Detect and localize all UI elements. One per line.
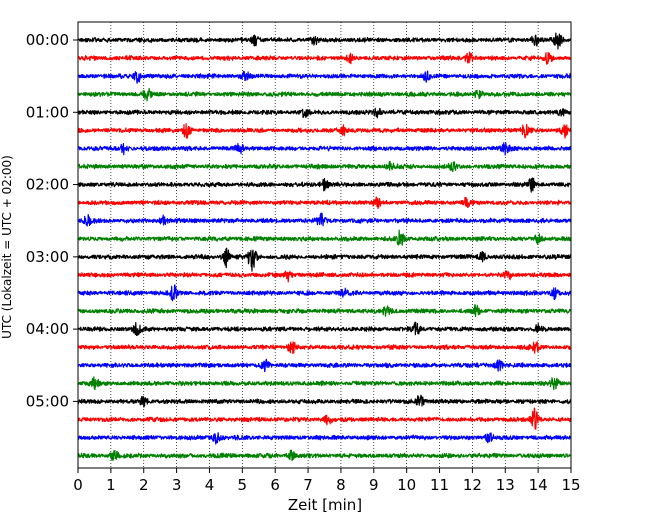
trace-0115 xyxy=(77,123,572,139)
trace-0300 xyxy=(77,247,572,272)
trace-0015 xyxy=(77,51,572,65)
x-tick-label: 10 xyxy=(397,476,416,494)
trace-0030 xyxy=(77,70,572,84)
trace-0515 xyxy=(77,407,572,430)
trace-0445 xyxy=(77,376,572,391)
x-tick-label: 8 xyxy=(336,476,346,494)
x-tick-label: 9 xyxy=(369,476,379,494)
trace-0330 xyxy=(77,284,572,302)
x-axis-label: Zeit [min] xyxy=(288,496,362,514)
x-tick-label: 0 xyxy=(73,476,83,494)
y-tick-label: 03:00 xyxy=(26,248,69,266)
x-tick-label: 5 xyxy=(238,476,248,494)
trace-0145 xyxy=(77,160,572,173)
y-tick-label: 01:00 xyxy=(26,103,69,121)
trace-0215 xyxy=(77,196,572,210)
axes-frame xyxy=(77,21,572,469)
trace-group xyxy=(77,32,572,462)
y-axis-ticks: 00:00 01:00 02:00 03:00 04:00 05:00 xyxy=(26,31,78,410)
x-tick-label: 15 xyxy=(561,476,580,494)
trace-0500 xyxy=(77,394,572,408)
trace-0415 xyxy=(77,341,572,355)
x-axis-ticks: 0 1 2 3 4 5 6 7 8 9 10 11 12 13 14 15 xyxy=(73,468,581,494)
trace-0545 xyxy=(77,449,572,462)
x-tick-label: 3 xyxy=(172,476,182,494)
y-tick-label: 02:00 xyxy=(26,176,69,194)
plot-frame xyxy=(77,21,572,469)
vertical-grid xyxy=(110,22,539,468)
y-tick-label: 04:00 xyxy=(26,320,69,338)
x-tick-label: 2 xyxy=(139,476,149,494)
trace-0315 xyxy=(77,270,572,283)
y-axis-label: UTC (Lokalzeit = UTC + 02:00) xyxy=(0,155,14,339)
x-tick-label: 6 xyxy=(270,476,280,494)
trace-0130 xyxy=(77,142,572,156)
trace-0400 xyxy=(77,321,572,336)
trace-0000 xyxy=(77,32,572,50)
x-tick-label: 14 xyxy=(529,476,548,494)
trace-0245 xyxy=(77,229,572,246)
trace-0230 xyxy=(77,212,572,227)
trace-0045 xyxy=(77,87,572,102)
x-tick-label: 1 xyxy=(106,476,116,494)
x-tick-label: 12 xyxy=(463,476,482,494)
trace-0100 xyxy=(77,107,572,119)
x-tick-label: 13 xyxy=(496,476,515,494)
x-tick-label: 11 xyxy=(430,476,449,494)
y-tick-label: 05:00 xyxy=(26,392,69,410)
trace-0530 xyxy=(77,432,572,445)
x-tick-label: 4 xyxy=(205,476,215,494)
trace-0430 xyxy=(77,358,572,373)
x-tick-label: 7 xyxy=(303,476,313,494)
trace-0345 xyxy=(77,304,572,318)
trace-0200 xyxy=(77,177,572,193)
y-tick-label: 00:00 xyxy=(26,31,69,49)
